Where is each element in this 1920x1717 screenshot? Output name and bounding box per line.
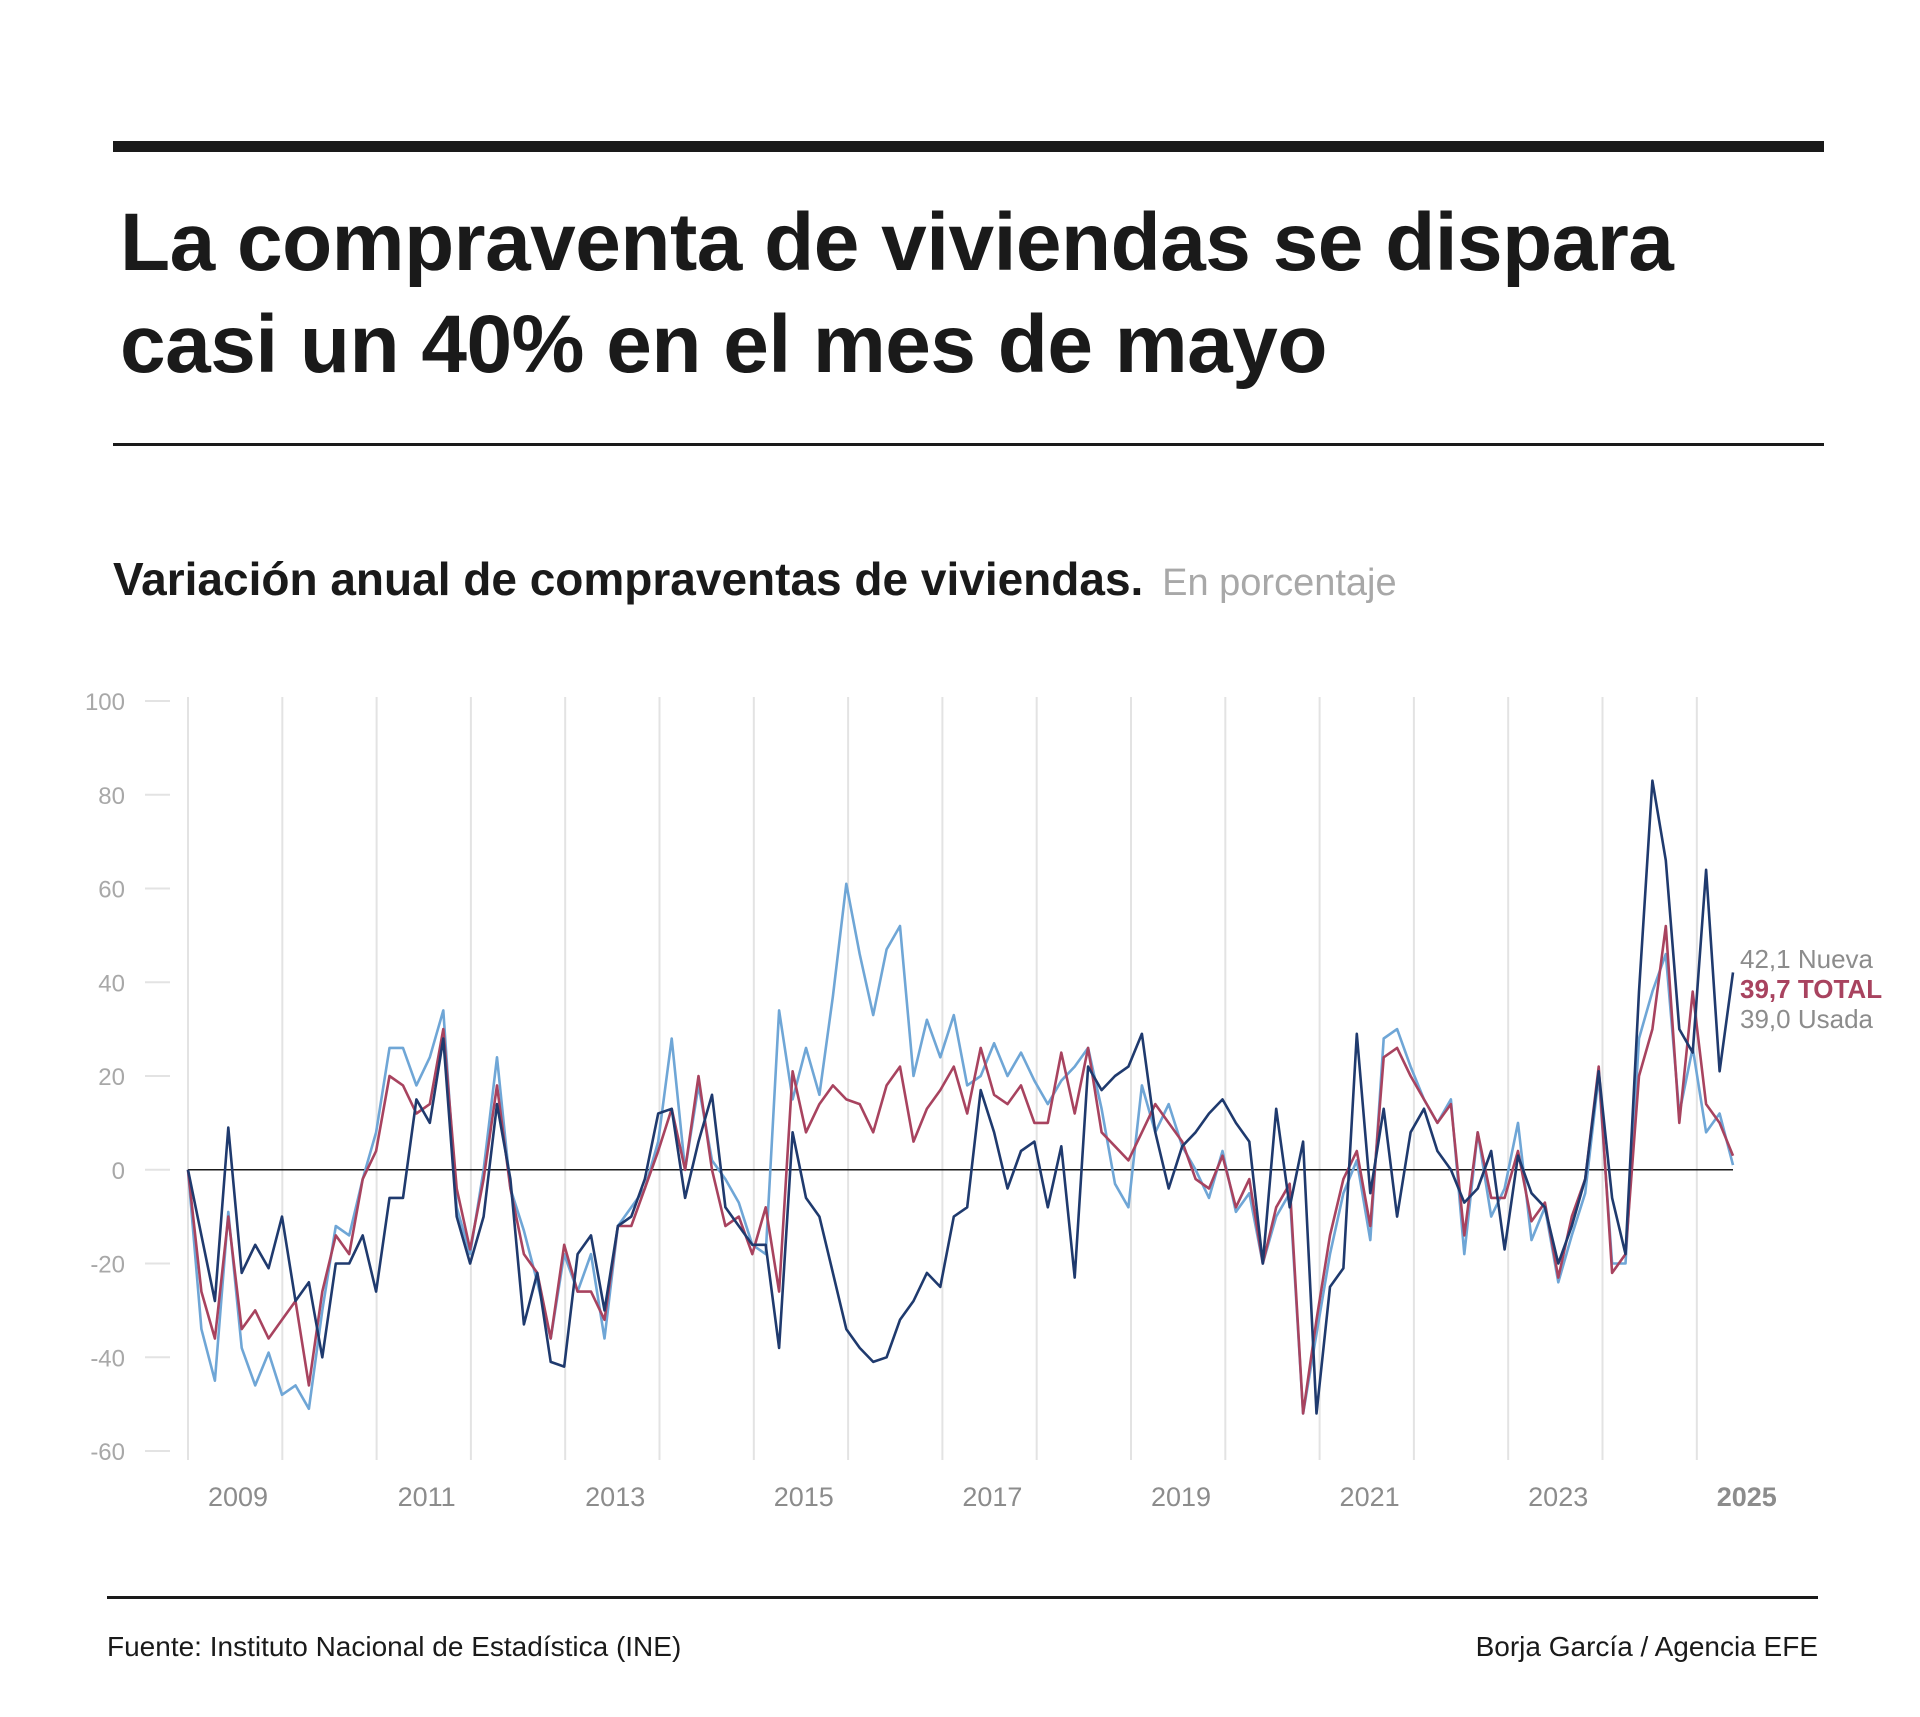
headline: La compraventa de viviendas se dispara c… [120,197,1674,390]
chart-subtitle-text: Variación anual de compraventas de vivie… [113,553,1144,605]
grid-lines [187,697,1698,1460]
y-axis-ticks: 100 80 60 40 20 0 -20 -40 -60 [85,689,170,1466]
y-tick-label: 40 [98,970,125,997]
series-lines [186,779,1735,1415]
x-tick-label: 2019 [1151,1482,1211,1512]
x-tick-label: 2017 [962,1482,1022,1512]
end-label-usada: 39,0 Usada [1740,1004,1874,1034]
series-line-usada [186,882,1735,1415]
y-tick-label: -40 [90,1345,125,1372]
footer-divider [107,1596,1818,1599]
chart-subtitle-unit: En porcentaje [1162,562,1397,604]
x-tick-label: 2025 [1717,1482,1777,1512]
credit-note: Borja García / Agencia EFE [1475,1631,1818,1662]
y-tick-label: -60 [90,1439,125,1466]
x-tick-label: 2015 [774,1482,834,1512]
y-tick-label: -20 [90,1252,125,1279]
top-rule [113,141,1824,152]
y-tick-label: 60 [98,877,125,904]
x-tick-label: 2021 [1340,1482,1400,1512]
y-tick-label: 100 [85,689,125,716]
y-tick-label: 20 [98,1064,125,1091]
x-axis-labels: 2009 2011 2013 2015 2017 2019 2021 2023 2025 [208,1482,1777,1512]
end-label-total: 39,7 TOTAL [1740,974,1882,1004]
end-label-nueva: 42,1 Nueva [1740,944,1874,974]
x-tick-label: 2023 [1528,1482,1588,1512]
x-tick-label: 2011 [398,1482,456,1512]
series-line-nueva [186,779,1735,1415]
x-tick-label: 2009 [208,1482,268,1512]
x-tick-label: 2013 [585,1482,645,1512]
chart-subtitle: Variación anual de compraventas de vivie… [113,552,1397,606]
source-note: Fuente: Instituto Nacional de Estadístic… [107,1631,682,1662]
y-tick-label: 80 [98,783,125,810]
headline-divider [113,443,1824,446]
y-tick-label: 0 [112,1158,125,1185]
